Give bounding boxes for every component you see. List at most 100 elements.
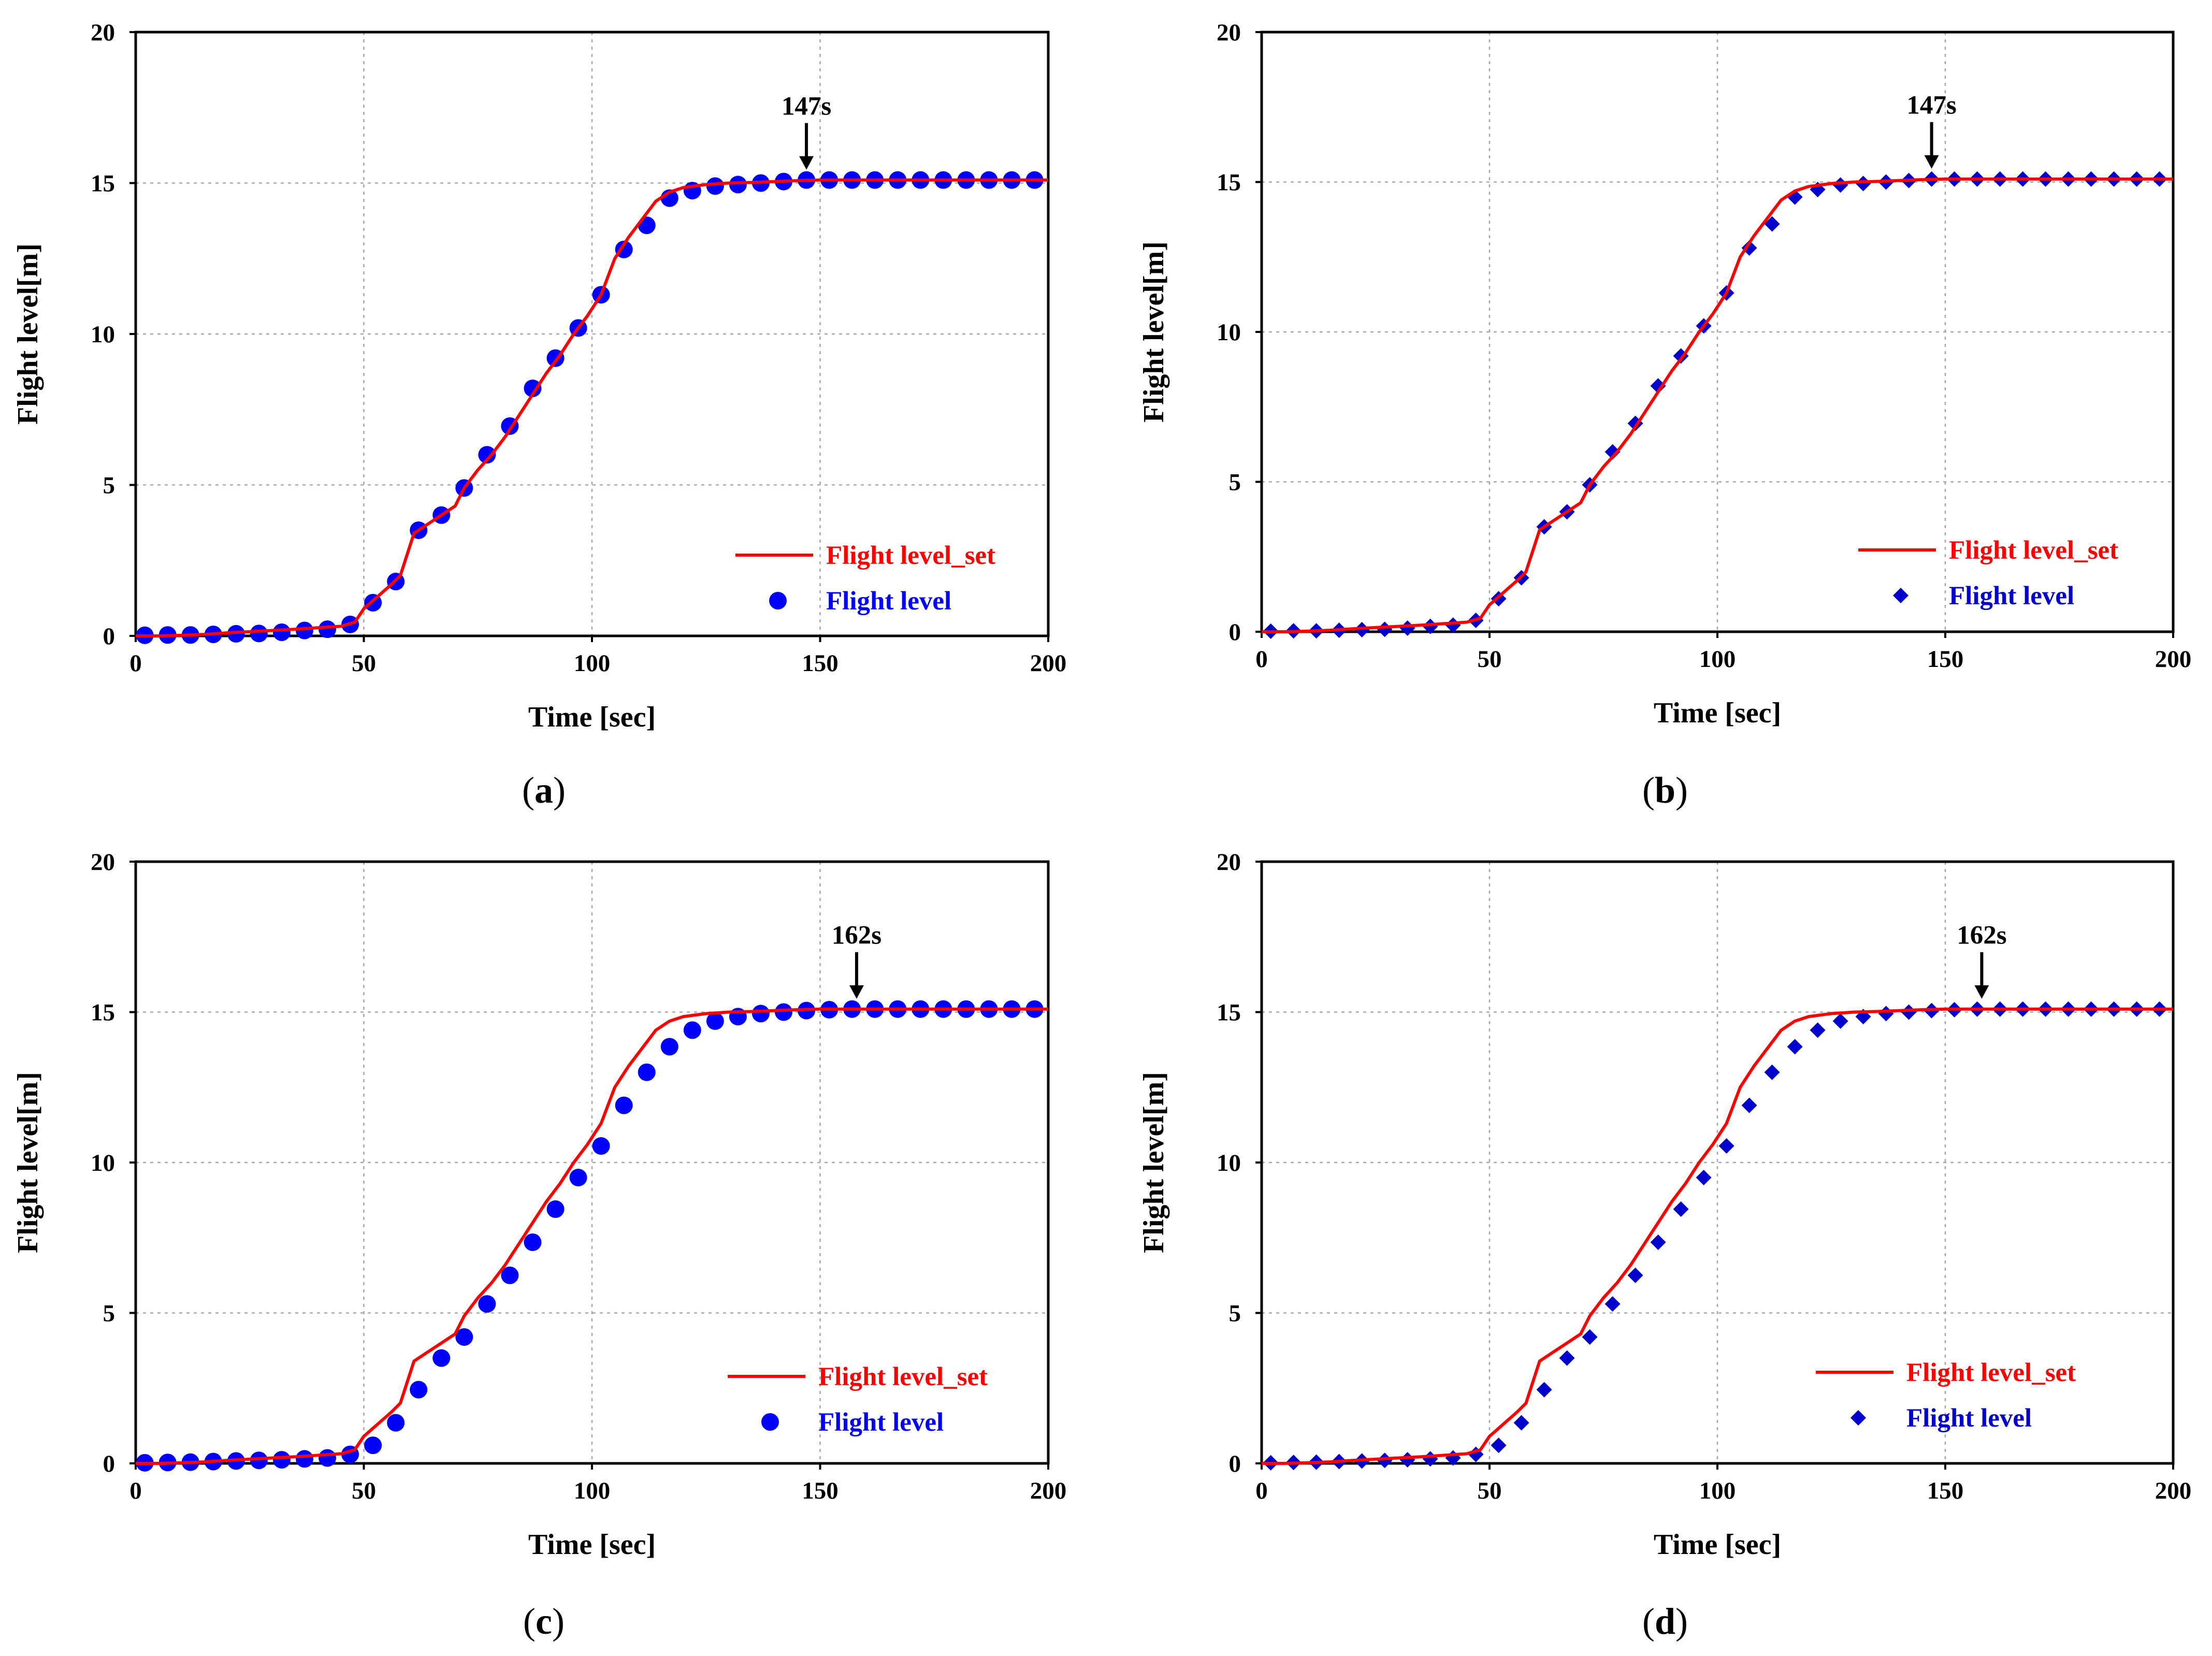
flight-level-point bbox=[660, 1038, 678, 1056]
flight-level-set-line bbox=[1262, 177, 2173, 633]
annotation-arrow-head bbox=[849, 985, 864, 999]
x-tick-label: 200 bbox=[2155, 1477, 2192, 1504]
flight-level-point bbox=[1764, 1064, 1780, 1080]
flight-level-point bbox=[1764, 216, 1780, 232]
x-tick-label: 200 bbox=[1030, 650, 1067, 677]
flight-level-point bbox=[1650, 378, 1666, 394]
flight-level-point bbox=[455, 1328, 473, 1346]
chart-panel-b: 0 50 100 150 200 0 5 10 15 20 Time [sec] Flight lev… bbox=[1138, 19, 2192, 729]
x-tick-label: 0 bbox=[1255, 646, 1268, 673]
y-tick-label: 5 bbox=[1229, 469, 1241, 496]
flight-level-point bbox=[1741, 240, 1757, 256]
x-tick-label: 50 bbox=[352, 650, 376, 677]
y-tick-label: 10 bbox=[1217, 1150, 1241, 1176]
flight-level-point bbox=[1513, 1415, 1529, 1431]
flight-level-point bbox=[592, 1137, 610, 1155]
flight-level-point bbox=[683, 1021, 701, 1039]
legend-label-measured: Flight level bbox=[826, 587, 951, 616]
legend-label-set: Flight level_set bbox=[1949, 536, 2118, 565]
flight-level-point bbox=[615, 1096, 633, 1114]
flight-level-point bbox=[478, 446, 496, 464]
y-tick-label: 15 bbox=[91, 170, 115, 197]
y-tick-label: 15 bbox=[91, 999, 115, 1026]
flight-level-point bbox=[546, 1200, 565, 1218]
flight-level-point bbox=[1536, 1382, 1552, 1398]
flight-level-point bbox=[1673, 348, 1689, 364]
y-tick-label: 20 bbox=[1217, 19, 1241, 46]
legend-label-set: Flight level_set bbox=[818, 1362, 988, 1391]
chart-panel-c: 0 50 100 150 200 0 5 10 15 20 Time [sec] Flight lev… bbox=[12, 849, 1067, 1561]
annotation-arrow-head bbox=[1974, 985, 1989, 999]
flight-level-point bbox=[524, 379, 542, 397]
y-tick-label: 0 bbox=[103, 623, 115, 650]
panel-label-c: (c) bbox=[523, 1601, 565, 1642]
flight-level-point bbox=[1810, 1022, 1826, 1038]
flight-level-point bbox=[1787, 1039, 1803, 1055]
y-tick-label: 5 bbox=[103, 472, 115, 499]
flight-level-point bbox=[1399, 1452, 1415, 1468]
flight-level-point bbox=[1741, 1097, 1757, 1113]
flight-level-point bbox=[706, 1012, 724, 1030]
flight-level-point bbox=[751, 1005, 770, 1023]
x-tick-label: 50 bbox=[1478, 1477, 1502, 1504]
y-tick-label: 10 bbox=[91, 321, 115, 348]
flight-level-point bbox=[524, 1233, 542, 1251]
annotation-label: 162s bbox=[1957, 921, 2006, 950]
flight-level-point bbox=[1559, 1350, 1575, 1366]
annotation-label: 147s bbox=[782, 92, 831, 121]
flight-level-point bbox=[295, 1450, 313, 1468]
x-tick-label: 200 bbox=[1030, 1477, 1067, 1504]
flight-level-point bbox=[432, 1349, 451, 1367]
flight-level-point bbox=[1627, 415, 1643, 431]
flight-level-point bbox=[272, 623, 291, 642]
x-tick-label: 100 bbox=[574, 1477, 611, 1504]
x-tick-label: 150 bbox=[1927, 646, 1964, 673]
chart-panel-a: 0 50 100 150 200 0 5 10 15 20 Time [sec] Flight lev… bbox=[12, 19, 1067, 733]
flight-level-point bbox=[1673, 1201, 1689, 1217]
flight-level-point bbox=[1901, 1004, 1917, 1020]
x-tick-label: 50 bbox=[352, 1477, 376, 1504]
y-tick-label: 0 bbox=[1229, 1450, 1241, 1477]
y-axis-label: Flight level[m] bbox=[1138, 1072, 1170, 1253]
x-tick-label: 100 bbox=[1699, 646, 1736, 673]
flight-level-point bbox=[1399, 620, 1415, 636]
panel-label-a: (a) bbox=[522, 769, 566, 811]
annotation-arrow-head bbox=[1924, 155, 1939, 169]
x-tick-label: 150 bbox=[802, 650, 838, 677]
flight-level-point bbox=[364, 1436, 382, 1455]
annotation-label: 147s bbox=[1906, 91, 1956, 120]
flight-level-point bbox=[706, 177, 724, 195]
flight-level-point bbox=[272, 1451, 291, 1469]
flight-level-point bbox=[478, 1295, 496, 1313]
y-tick-label: 5 bbox=[103, 1300, 115, 1327]
x-axis-label: Time [sec] bbox=[1654, 1529, 1781, 1561]
x-axis-label: Time [sec] bbox=[528, 1529, 656, 1561]
y-tick-label: 15 bbox=[1217, 999, 1241, 1026]
flight-level-point bbox=[1832, 177, 1848, 193]
x-tick-label: 50 bbox=[1478, 646, 1502, 673]
x-axis-label: Time [sec] bbox=[1654, 697, 1781, 729]
x-axis-label: Time [sec] bbox=[528, 701, 656, 733]
flight-level-point bbox=[1855, 176, 1871, 192]
legend-marker-swatch bbox=[1850, 1410, 1866, 1426]
x-tick-label: 150 bbox=[802, 1477, 838, 1504]
flight-level-point bbox=[1696, 1170, 1712, 1186]
x-tick-label: 200 bbox=[2155, 646, 2192, 673]
legend-label-measured: Flight level bbox=[818, 1408, 944, 1437]
y-tick-label: 20 bbox=[1217, 849, 1241, 876]
flight-level-point bbox=[1491, 1437, 1507, 1454]
y-axis-label: Flight level[m] bbox=[1138, 241, 1170, 423]
y-tick-label: 10 bbox=[1217, 319, 1241, 346]
flight-level-point bbox=[501, 1266, 519, 1284]
flight-level-point bbox=[250, 1451, 268, 1470]
y-axis-label: Flight level[m] bbox=[12, 1072, 44, 1253]
flight-level-point bbox=[729, 176, 747, 194]
flight-level-set-line bbox=[136, 1007, 1048, 1465]
annotation-arrow-head bbox=[799, 156, 814, 170]
flight-level-point bbox=[410, 1381, 428, 1399]
x-tick-label: 100 bbox=[574, 650, 611, 677]
legend-marker-swatch bbox=[769, 592, 787, 609]
flight-level-set-line bbox=[136, 178, 1048, 637]
x-tick-label: 100 bbox=[1699, 1477, 1736, 1504]
flight-level-point bbox=[775, 1003, 793, 1021]
